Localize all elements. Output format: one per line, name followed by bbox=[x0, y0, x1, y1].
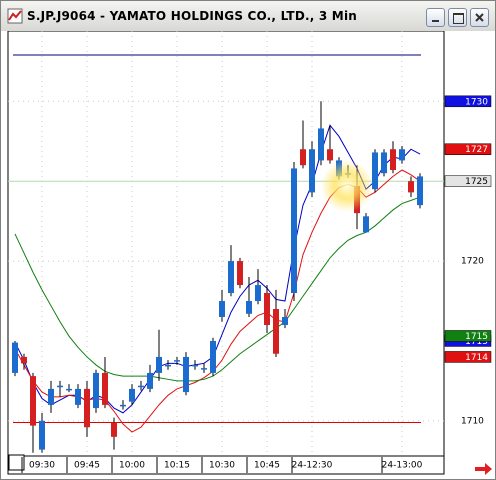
x-tick-label: 10:30 bbox=[209, 461, 235, 471]
x-axis-bar bbox=[7, 455, 445, 475]
x-tick-label: 09:30 bbox=[29, 461, 55, 471]
candle-body bbox=[318, 128, 324, 161]
price-badge bbox=[444, 351, 492, 363]
x-tick-label: 09:45 bbox=[74, 461, 100, 471]
candle-body bbox=[228, 261, 234, 294]
x-tick-label: 10:15 bbox=[164, 461, 190, 471]
price-badge bbox=[444, 143, 492, 155]
price-badge bbox=[444, 95, 492, 108]
candle-body bbox=[129, 388, 135, 402]
y-tick-label: 1720 bbox=[461, 257, 484, 267]
price-badge-label: 1730 bbox=[465, 97, 488, 107]
candle-body bbox=[210, 340, 216, 373]
candle-body bbox=[39, 420, 45, 450]
candle-body bbox=[48, 388, 54, 405]
candle-body bbox=[84, 388, 90, 428]
candle-body bbox=[165, 364, 171, 367]
candle-body bbox=[264, 293, 270, 325]
candle-body bbox=[138, 385, 144, 388]
candle-body bbox=[57, 385, 63, 388]
candle-body bbox=[12, 342, 18, 373]
candle-body bbox=[255, 285, 261, 302]
candle-body bbox=[75, 388, 81, 405]
corner-box[interactable] bbox=[8, 454, 25, 471]
candle-body bbox=[147, 372, 153, 389]
candle-body bbox=[156, 356, 162, 373]
price-badge bbox=[444, 330, 492, 342]
price-badge-label: 1725 bbox=[465, 177, 488, 187]
close-button[interactable] bbox=[470, 8, 489, 27]
candle-body bbox=[273, 309, 279, 354]
candle-body bbox=[66, 388, 72, 391]
y-tick-label: 1710 bbox=[461, 416, 484, 426]
candle-body bbox=[309, 149, 315, 193]
scroll-arrow[interactable] bbox=[475, 463, 492, 475]
price-badge-label: 1727 bbox=[465, 145, 488, 155]
candle-body bbox=[246, 301, 252, 314]
candle-body bbox=[120, 404, 126, 407]
price-badge-label: 1715 bbox=[465, 332, 488, 342]
price-badge-label: 1715 bbox=[465, 337, 488, 347]
chart: 1710 1720 1730 09:30 09:45 10:00 10:15 10:30 10:… bbox=[1, 31, 495, 479]
candle-body bbox=[30, 376, 36, 426]
price-badge bbox=[444, 175, 492, 187]
plot-area bbox=[7, 31, 445, 457]
x-tick-label: 24-13:00 bbox=[382, 461, 423, 471]
maximize-button[interactable] bbox=[448, 8, 467, 27]
candle-body bbox=[93, 372, 99, 409]
candle-body bbox=[174, 360, 180, 362]
candle-body bbox=[111, 422, 117, 437]
candle-body bbox=[300, 149, 306, 166]
title-bar: S.JP.J9064 - YAMATO HOLDINGS CO., LTD., … bbox=[1, 1, 495, 31]
candle-body bbox=[327, 149, 333, 161]
candle-body bbox=[399, 149, 405, 161]
x-tick-label: 24-12:30 bbox=[292, 461, 333, 471]
cursor-highlight bbox=[321, 160, 373, 212]
minimize-button[interactable] bbox=[426, 8, 445, 27]
candle-body bbox=[408, 181, 414, 193]
candle-body bbox=[219, 301, 225, 317]
x-tick-label: 10:45 bbox=[254, 461, 280, 471]
price-badge-label: 1714 bbox=[465, 353, 488, 363]
window-title: S.JP.J9064 - YAMATO HOLDINGS CO., LTD., … bbox=[27, 9, 357, 23]
candle-body bbox=[183, 356, 189, 393]
candle-body bbox=[192, 364, 198, 367]
candle-body bbox=[201, 368, 207, 370]
candle-body bbox=[102, 372, 108, 405]
candle-body bbox=[381, 152, 387, 174]
moving-average-line bbox=[14, 196, 421, 382]
candle-body bbox=[372, 152, 378, 190]
candle-body bbox=[291, 168, 297, 294]
candle-body bbox=[237, 261, 243, 286]
app-icon bbox=[7, 8, 23, 24]
candle-body bbox=[21, 356, 27, 364]
candle-body bbox=[282, 316, 288, 325]
candle-body bbox=[390, 149, 396, 171]
candle-body bbox=[417, 176, 423, 206]
candle-body bbox=[363, 216, 369, 233]
x-tick-label: 10:00 bbox=[119, 461, 145, 471]
